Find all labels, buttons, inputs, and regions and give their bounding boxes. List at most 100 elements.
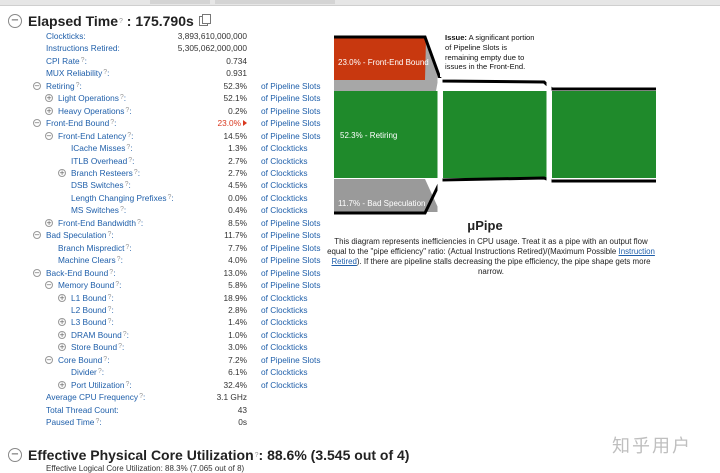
metric-row[interactable]: CPI Rate?: 0.734 (0, 55, 330, 67)
help-icon[interactable]: ? (109, 268, 114, 276)
metric-row[interactable]: + L1 Bound?: 18.9% of Clockticks (0, 292, 330, 304)
metric-row[interactable]: − Memory Bound?: 5.8% of Pipeline Slots (0, 279, 330, 291)
metric-row[interactable]: MUX Reliability?: 0.931 (0, 67, 330, 79)
metric-row[interactable]: + Front-End Bandwidth?: 8.5% of Pipeline Sl… (0, 217, 330, 229)
expand-icon[interactable]: + (58, 343, 66, 352)
issue-callout-box (440, 32, 545, 77)
help-icon[interactable]: ? (107, 231, 112, 239)
expand-icon[interactable]: + (45, 106, 53, 115)
metric-row[interactable]: L2 Bound?: 2.8% of Clockticks (0, 304, 330, 316)
frontend-bound-segment[interactable] (334, 38, 440, 80)
help-icon[interactable]: ? (136, 218, 141, 226)
collapse-icon[interactable]: − (45, 131, 53, 140)
metric-row[interactable]: Instructions Retired: 5,305,062,000,000 (0, 42, 330, 54)
metric-row[interactable]: + Branch Resteers?: 2.7% of Clockticks (0, 167, 330, 179)
help-icon[interactable]: ? (95, 418, 100, 426)
expand-icon[interactable]: + (45, 94, 53, 103)
help-icon[interactable]: ? (107, 318, 112, 326)
metric-row[interactable]: − Retiring?: 52.3% of Pipeline Slots (0, 80, 330, 92)
collapse-icon[interactable]: − (33, 119, 41, 128)
collapse-icon[interactable]: − (45, 281, 53, 290)
expand-icon[interactable]: + (58, 293, 66, 302)
metric-row[interactable]: Clockticks: 3,893,610,000,000 (0, 30, 330, 42)
metric-unit: of Clockticks (261, 205, 308, 216)
help-icon[interactable]: ? (125, 243, 130, 251)
help-icon[interactable]: ? (254, 451, 259, 459)
expand-icon[interactable]: + (58, 380, 66, 389)
metric-unit: of Clockticks (261, 167, 308, 178)
help-icon[interactable]: ? (115, 281, 120, 289)
metric-row[interactable]: + DRAM Bound?: 1.0% of Clockticks (0, 329, 330, 341)
help-icon[interactable]: ? (110, 119, 115, 127)
metric-row[interactable]: + Store Bound?: 3.0% of Clockticks (0, 341, 330, 353)
metric-row[interactable]: − Back-End Bound?: 13.0% of Pipeline Slots (0, 267, 330, 279)
help-icon[interactable]: ? (119, 17, 123, 25)
metric-row[interactable]: + Light Operations?: 52.1% of Pipeline Slot… (0, 92, 330, 104)
help-icon[interactable]: ? (80, 56, 85, 64)
expand-icon[interactable]: + (45, 218, 53, 227)
metric-row[interactable]: MS Switches?: 0.4% of Clockticks (0, 204, 330, 216)
instruction-retired-link[interactable]: Instruction Retired (331, 247, 655, 266)
collapse-icon[interactable]: − (8, 14, 22, 28)
metric-row[interactable]: − Front-End Bound?: 23.0% of Pipeline Slots (0, 117, 330, 129)
tab-other[interactable] (215, 0, 335, 4)
collapse-icon[interactable]: − (45, 355, 53, 364)
expand-icon[interactable]: + (58, 330, 66, 339)
help-icon[interactable]: ? (75, 81, 80, 89)
expand-icon[interactable]: + (58, 318, 66, 327)
metric-name: Port Utilization?: (71, 379, 132, 391)
metric-name: Branch Mispredict?: (58, 242, 132, 254)
help-icon[interactable]: ? (167, 193, 172, 201)
metric-unit: of Clockticks (261, 342, 308, 353)
metric-row[interactable]: Average CPU Frequency?: 3.1 GHz (0, 391, 330, 403)
collapse-icon[interactable]: − (8, 448, 22, 462)
metric-row[interactable]: + L3 Bound?: 1.4% of Clockticks (0, 316, 330, 328)
help-icon[interactable]: ? (125, 106, 130, 114)
metric-row[interactable]: ICache Misses?: 1.3% of Clockticks (0, 142, 330, 154)
metric-name: L1 Bound?: (71, 292, 114, 304)
metric-row[interactable]: Length Changing Prefixes?: 0.0% of Clockti… (0, 192, 330, 204)
help-icon[interactable]: ? (128, 156, 133, 164)
help-icon[interactable]: ? (139, 393, 143, 401)
help-icon[interactable]: ? (116, 256, 121, 264)
retiring-segment[interactable] (334, 91, 438, 178)
metric-row[interactable]: Total Thread Count: 43 (0, 404, 330, 416)
metric-row[interactable]: Machine Clears?: 4.0% of Pipeline Slots (0, 254, 330, 266)
retiring-label: 52.3% - Retiring (340, 131, 397, 140)
help-icon[interactable]: ? (97, 368, 102, 376)
metric-row[interactable]: Branch Mispredict?: 7.7% of Pipeline Slots (0, 242, 330, 254)
metric-value: 43 (238, 404, 247, 416)
metric-name: Machine Clears?: (58, 254, 123, 266)
metric-row[interactable]: − Core Bound?: 7.2% of Pipeline Slots (0, 354, 330, 366)
tab-summary[interactable] (150, 0, 210, 4)
collapse-icon[interactable]: − (33, 231, 41, 240)
help-icon[interactable]: ? (118, 343, 123, 351)
help-icon[interactable]: ? (124, 181, 129, 189)
collapse-icon[interactable]: − (33, 268, 41, 277)
help-icon[interactable]: ? (107, 305, 112, 313)
help-icon[interactable]: ? (133, 168, 138, 176)
help-icon[interactable]: ? (119, 94, 124, 102)
desc-part-1: This diagram represents inefficiencies i… (327, 237, 648, 256)
help-icon[interactable]: ? (122, 330, 127, 338)
metric-row[interactable]: − Bad Speculation?: 11.7% of Pipeline Slots (0, 229, 330, 241)
help-icon[interactable]: ? (126, 144, 131, 152)
metric-row[interactable]: DSB Switches?: 4.5% of Clockticks (0, 179, 330, 191)
metric-row[interactable]: − Front-End Latency?: 14.5% of Pipeline Slo… (0, 130, 330, 142)
expand-icon[interactable]: + (58, 168, 66, 177)
help-icon[interactable]: ? (107, 293, 112, 301)
help-icon[interactable]: ? (119, 206, 124, 214)
metric-row[interactable]: + Port Utilization?: 32.4% of Clockticks (0, 379, 330, 391)
metric-row[interactable]: + Heavy Operations?: 0.2% of Pipeline Slots (0, 105, 330, 117)
help-icon[interactable]: ? (103, 69, 108, 77)
help-icon[interactable]: ? (103, 355, 108, 363)
copy-icon[interactable] (198, 14, 211, 26)
metric-name-text: Core Bound (58, 354, 103, 365)
metric-row[interactable]: ITLB Overhead?: 2.7% of Clockticks (0, 155, 330, 167)
help-icon[interactable]: ? (125, 380, 130, 388)
metric-row[interactable]: Paused Time?: 0s (0, 416, 330, 428)
bad-speculation-segment[interactable] (334, 179, 440, 212)
metric-row[interactable]: Divider?: 6.1% of Clockticks (0, 366, 330, 378)
collapse-icon[interactable]: − (33, 81, 41, 90)
help-icon[interactable]: ? (127, 131, 132, 139)
